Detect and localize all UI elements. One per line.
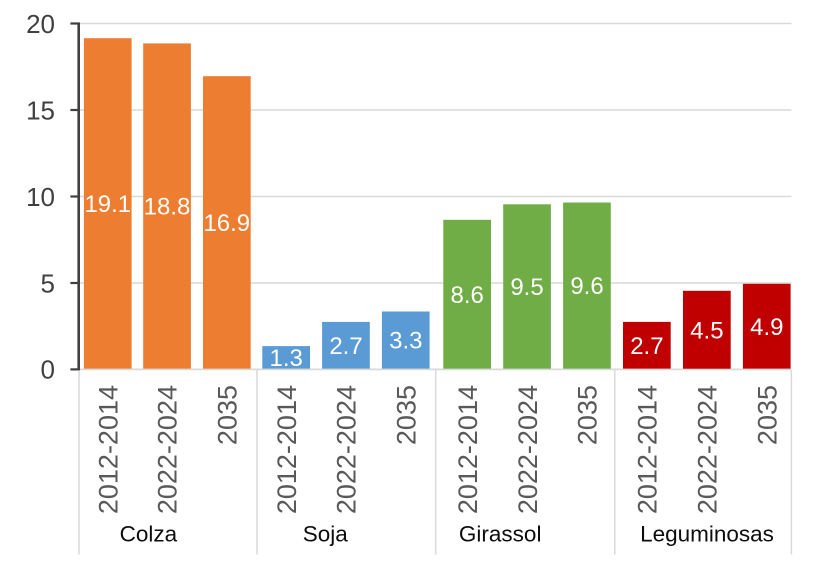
svg-text:8.6: 8.6 (451, 282, 484, 309)
svg-text:Soja: Soja (303, 522, 349, 547)
svg-text:9.6: 9.6 (570, 273, 603, 300)
svg-text:2012-2014: 2012-2014 (633, 385, 663, 514)
svg-text:18.8: 18.8 (144, 194, 191, 221)
svg-text:2022-2024: 2022-2024 (153, 385, 183, 514)
svg-text:2035: 2035 (573, 385, 603, 445)
svg-text:16.9: 16.9 (203, 210, 250, 237)
svg-text:5: 5 (41, 268, 55, 298)
svg-text:2022-2024: 2022-2024 (332, 385, 362, 514)
svg-text:2012-2014: 2012-2014 (272, 385, 302, 514)
svg-text:3.3: 3.3 (389, 328, 422, 355)
svg-text:2035: 2035 (213, 385, 243, 445)
svg-text:2035: 2035 (753, 385, 783, 445)
svg-text:4.5: 4.5 (690, 317, 723, 344)
svg-text:Leguminosas: Leguminosas (640, 522, 774, 547)
svg-text:2035: 2035 (391, 385, 421, 445)
svg-text:2012-2014: 2012-2014 (94, 385, 124, 514)
svg-text:2022-2024: 2022-2024 (693, 385, 723, 514)
svg-text:0: 0 (41, 355, 55, 385)
svg-text:20: 20 (26, 9, 55, 39)
svg-text:2.7: 2.7 (630, 333, 663, 360)
svg-text:9.5: 9.5 (510, 274, 543, 301)
svg-text:19.1: 19.1 (84, 191, 131, 218)
svg-text:4.9: 4.9 (750, 314, 783, 341)
svg-text:2012-2014: 2012-2014 (453, 385, 483, 514)
svg-text:Colza: Colza (120, 522, 178, 547)
svg-text:2.7: 2.7 (329, 333, 362, 360)
svg-text:1.3: 1.3 (270, 345, 303, 372)
svg-text:Girassol: Girassol (459, 522, 542, 547)
svg-text:15: 15 (26, 95, 55, 125)
svg-text:10: 10 (26, 182, 55, 212)
svg-text:2022-2024: 2022-2024 (513, 385, 543, 514)
